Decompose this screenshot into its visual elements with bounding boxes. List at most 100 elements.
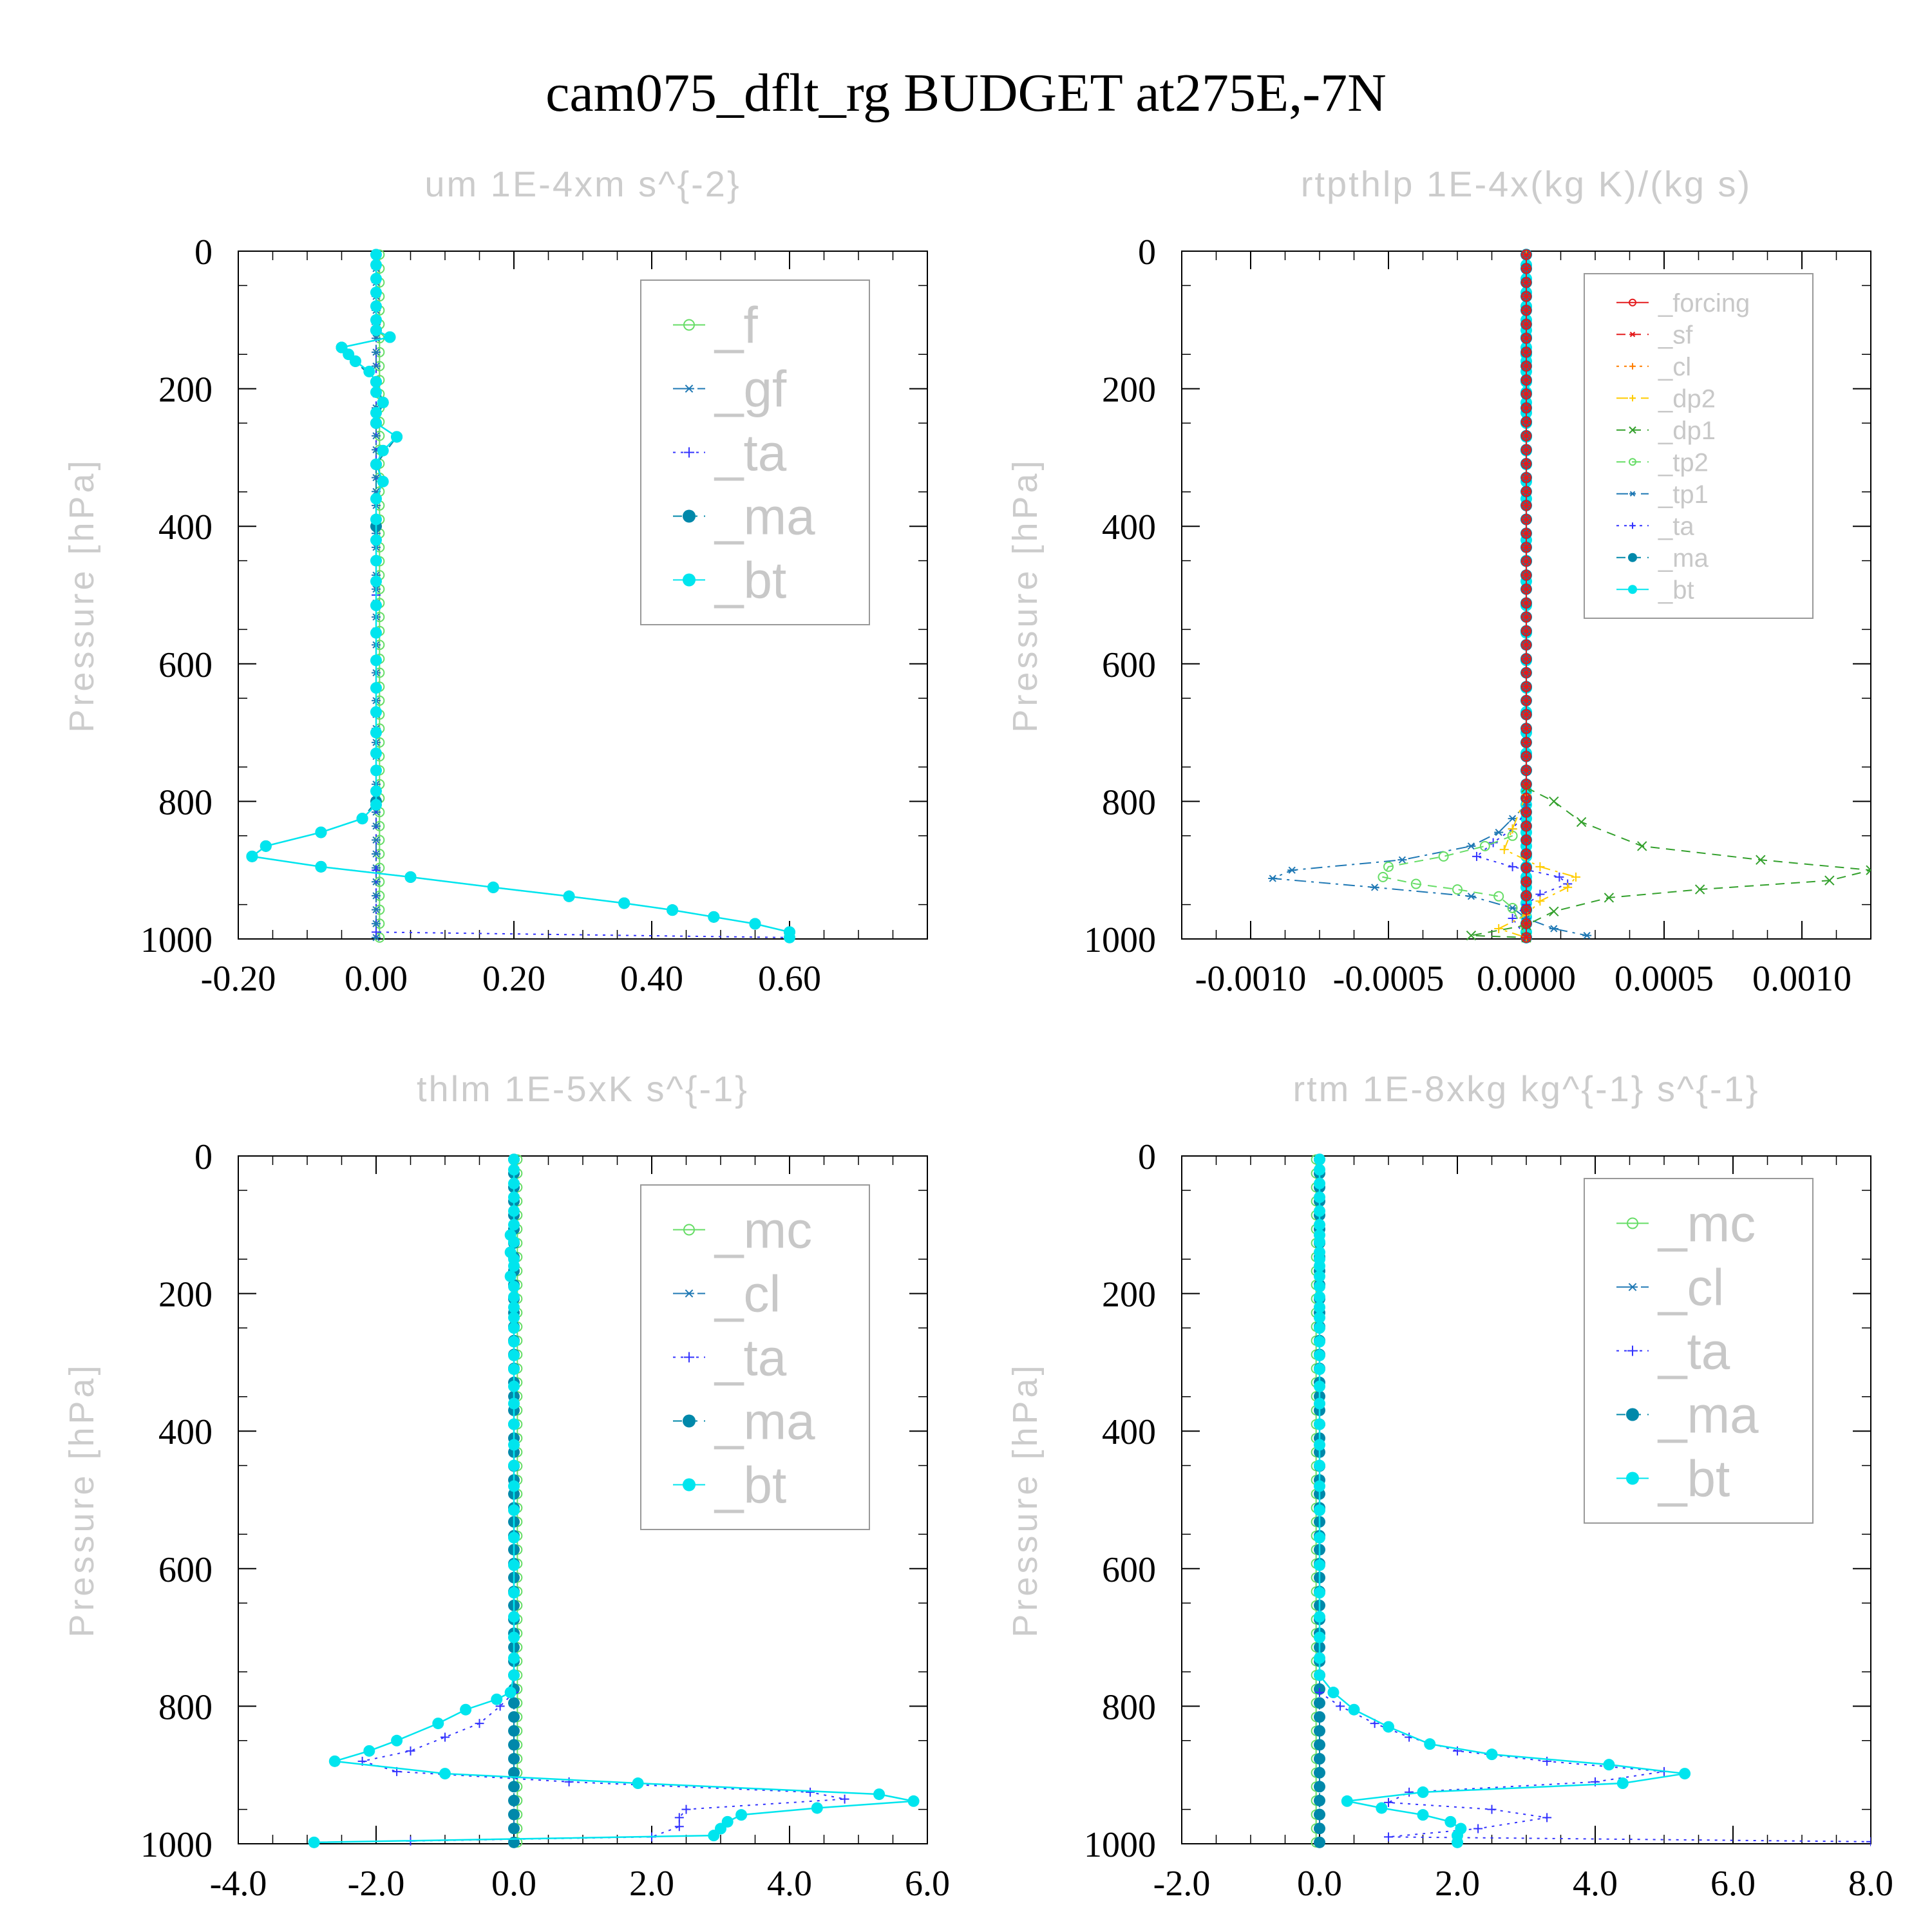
legend-marker — [1629, 363, 1636, 370]
data-point-forcing — [1521, 849, 1531, 860]
data-point-bt — [1314, 1652, 1325, 1664]
data-point-dp1 — [1694, 884, 1705, 895]
data-point-forcing — [1521, 598, 1531, 609]
data-point-bt — [246, 850, 258, 862]
x-tick-label: 0.0010 — [1752, 959, 1852, 999]
data-point-bt — [508, 1177, 520, 1189]
y-tick-label: 400 — [1102, 507, 1156, 547]
data-point-ma — [1314, 1836, 1325, 1848]
data-point-ta — [674, 1813, 684, 1823]
data-point-ma — [508, 1781, 520, 1793]
data-point-ma — [508, 1808, 520, 1821]
data-point-bt — [508, 1587, 520, 1599]
data-point-tp1 — [1508, 904, 1517, 912]
data-point-bt — [370, 314, 382, 326]
data-point-bt — [308, 1836, 320, 1848]
data-point-dp2 — [1494, 923, 1504, 933]
data-point-bt — [618, 897, 630, 909]
data-point-bt — [508, 1301, 520, 1313]
legend-marker — [683, 1478, 696, 1492]
data-point-ta — [1555, 872, 1564, 882]
data-point-bt — [370, 287, 382, 299]
data-point-ta — [440, 1732, 450, 1742]
data-point-bt — [370, 406, 382, 419]
y-axis-label: Pressure [hPa] — [62, 1362, 101, 1637]
legend: _f _gf _ta _ma _bt — [640, 279, 870, 625]
data-point-bt — [370, 249, 382, 261]
series-line-ta — [1319, 1692, 1871, 1842]
panel-title: rtpthlp 1E-4x(kg K)/(kg s) — [1301, 164, 1752, 204]
data-point-forcing — [1521, 514, 1531, 525]
data-point-bt — [1314, 1153, 1325, 1166]
data-point-forcing — [1521, 876, 1531, 887]
data-point-bt — [460, 1703, 472, 1716]
data-point-ma — [1314, 1823, 1325, 1835]
data-point-ta — [806, 1787, 815, 1797]
data-point-bt — [508, 1418, 520, 1430]
panel-title: thlm 1E-5xK s^{-1} — [417, 1068, 749, 1109]
data-point-ta — [1405, 1787, 1414, 1797]
data-point-ta — [1384, 1832, 1393, 1842]
data-point-bt — [1314, 1459, 1325, 1472]
data-point-ta — [681, 1804, 691, 1814]
data-point-tp1 — [1397, 856, 1407, 864]
data-point-tp2 — [1479, 840, 1490, 851]
data-point-ta — [372, 927, 381, 937]
data-point-dp2 — [1499, 845, 1509, 855]
data-point-bt — [508, 1205, 520, 1217]
data-point-bt — [1314, 1418, 1325, 1430]
data-point-bt — [508, 1559, 520, 1571]
data-point-dp1 — [1466, 930, 1477, 941]
data-point-tp2 — [1507, 902, 1518, 913]
x-tick-label: 4.0 — [1573, 1864, 1618, 1904]
x-tick-label: 0.0 — [491, 1864, 536, 1904]
data-point-forcing — [1521, 402, 1531, 413]
y-tick-label: 800 — [1102, 1687, 1156, 1727]
data-point-tp1 — [1268, 875, 1278, 882]
y-tick-label: 200 — [1102, 1275, 1156, 1315]
data-point-forcing — [1521, 556, 1531, 567]
data-point-forcing — [1521, 305, 1531, 316]
x-tick-label: -0.0010 — [1195, 959, 1307, 999]
y-tick-label: 1000 — [1084, 1825, 1156, 1865]
x-tick-label: -2.0 — [1153, 1864, 1211, 1904]
data-point-forcing — [1521, 765, 1531, 776]
data-point-bt — [370, 785, 382, 797]
legend-label: _ma — [714, 488, 815, 545]
legend-marker — [684, 447, 694, 458]
data-point-ma — [508, 1766, 520, 1779]
data-point-bt — [1314, 1439, 1325, 1451]
data-point-bt — [1314, 1164, 1325, 1176]
legend-label: _cl — [1658, 353, 1691, 381]
data-point-forcing — [1521, 249, 1531, 260]
x-tick-label: 0.60 — [758, 959, 821, 999]
y-tick-label: 0 — [1138, 232, 1156, 272]
x-tick-label: 0.20 — [482, 959, 545, 999]
data-point-bt — [384, 331, 396, 343]
data-point-gf — [372, 432, 381, 440]
data-point-bt — [508, 1363, 520, 1376]
x-tick-label: 2.0 — [1435, 1864, 1480, 1904]
data-point-forcing — [1521, 444, 1531, 455]
legend-label: _ma — [1657, 1387, 1759, 1444]
data-point-bt — [508, 1504, 520, 1517]
data-point-bt — [370, 682, 382, 694]
data-point-bt — [370, 627, 382, 639]
legend-marker — [1629, 458, 1636, 466]
legend-marker — [1629, 426, 1636, 434]
data-point-bt — [370, 654, 382, 667]
data-point-forcing — [1521, 458, 1531, 469]
data-point-bt — [1417, 1809, 1429, 1821]
data-point-bt — [370, 799, 382, 811]
data-point-bt — [391, 431, 403, 443]
data-point-bt — [504, 1687, 516, 1699]
data-point-bt — [1314, 1336, 1325, 1348]
data-point-tp1 — [1287, 866, 1297, 874]
data-point-ta — [1384, 1797, 1393, 1807]
data-point-bt — [632, 1777, 644, 1790]
data-point-forcing — [1521, 793, 1531, 804]
data-point-bt — [873, 1788, 886, 1801]
data-point-ta — [1336, 1701, 1345, 1711]
data-point-forcing — [1521, 751, 1531, 762]
legend-label: _ta — [714, 1329, 787, 1387]
